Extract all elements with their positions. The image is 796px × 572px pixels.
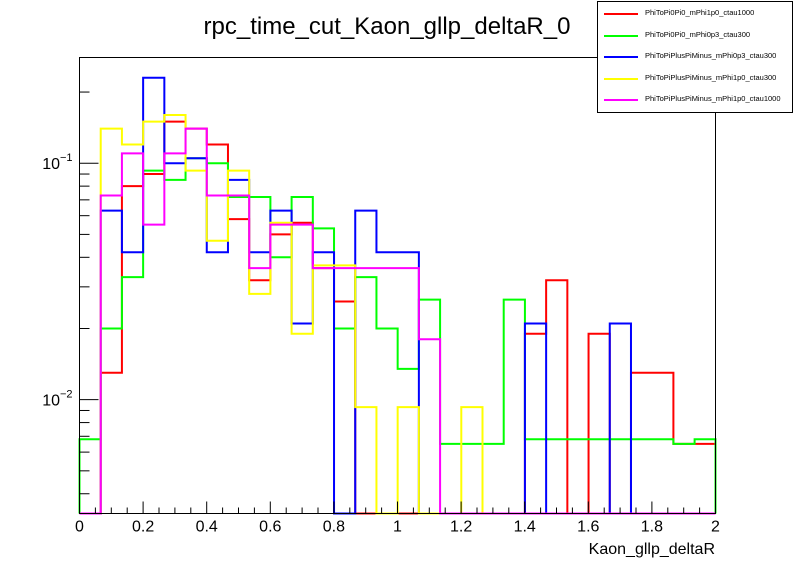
legend-entry: PhiToPi0Pi0_mPhi0p3_ctau300 — [598, 27, 794, 47]
x-axis-label: Kaon_gllp_deltaR — [589, 541, 715, 558]
y-tick-label: 10 — [42, 156, 60, 173]
legend-entry: PhiToPi0Pi0_mPhi1p0_ctau1000 — [598, 5, 794, 25]
chart-title: rpc_time_cut_Kaon_gllp_deltaR_0 — [204, 13, 571, 40]
legend-swatch — [604, 13, 638, 15]
x-tick-label: 1.4 — [514, 519, 536, 536]
x-tick-label: 0 — [75, 519, 84, 536]
legend: PhiToPi0Pi0_mPhi1p0_ctau1000 PhiToPi0Pi0_… — [597, 1, 793, 113]
axis-layer: 0 0.2 0.4 0.6 0.8 1 1.2 1.4 1.6 1.8 210−110−2 — [42, 91, 720, 536]
x-tick-label: 0.6 — [259, 519, 281, 536]
x-tick-label: 0.2 — [132, 519, 154, 536]
legend-label: PhiToPiPlusPiMinus_mPhi0p3_ctau300 — [645, 51, 777, 60]
legend-swatch — [604, 56, 638, 58]
series-layer — [78, 76, 717, 515]
legend-entry: PhiToPiPlusPiMinus_mPhi1p0_ctau1000 — [598, 91, 794, 111]
legend-swatch — [604, 99, 638, 101]
x-tick-label: 0.4 — [196, 519, 218, 536]
x-tick-label: 1 — [393, 519, 402, 536]
x-tick-label: 2 — [711, 519, 720, 536]
legend-swatch — [604, 34, 638, 37]
y-tick-exponent: −1 — [60, 152, 73, 164]
y-tick-exponent: −2 — [60, 389, 73, 401]
x-tick-label: 1.6 — [577, 519, 599, 536]
x-tick-label: 1.2 — [450, 519, 472, 536]
series-4-line — [79, 113, 716, 515]
legend-entry: PhiToPiPlusPiMinus_mPhi0p3_ctau300 — [598, 48, 794, 68]
legend-label: PhiToPi0Pi0_mPhi1p0_ctau1000 — [645, 8, 755, 17]
x-tick-label: 1.8 — [641, 519, 663, 536]
legend-label: PhiToPi0Pi0_mPhi0p3_ctau300 — [645, 29, 751, 39]
legend-label: PhiToPiPlusPiMinus_mPhi1p0_ctau1000 — [645, 94, 781, 103]
legend-entry: PhiToPiPlusPiMinus_mPhi1p0_ctau300 — [598, 70, 794, 90]
y-tick-label: 10 — [42, 393, 60, 410]
x-tick-label: 0.8 — [323, 519, 345, 536]
legend-swatch — [604, 77, 638, 80]
legend-label: PhiToPiPlusPiMinus_mPhi1p0_ctau300 — [645, 72, 777, 82]
